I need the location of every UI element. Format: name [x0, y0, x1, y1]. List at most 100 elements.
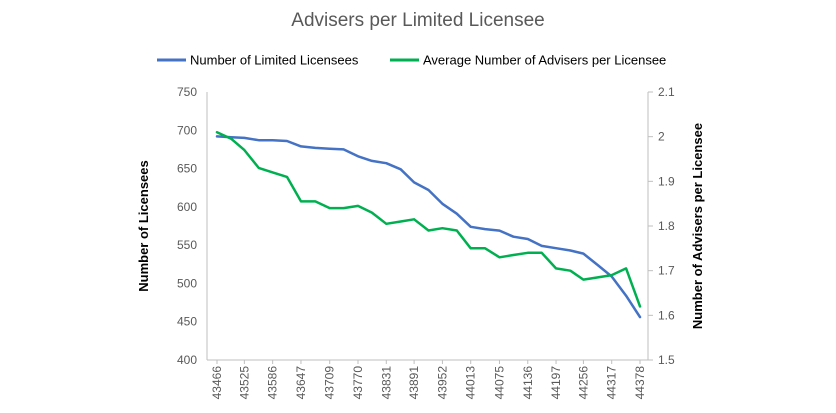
series-2-point: [399, 220, 402, 223]
series-1-point: [399, 168, 402, 171]
series-1-point: [639, 316, 641, 318]
series-line-1: [215, 135, 642, 319]
y2-tick-label: 1.6: [658, 308, 675, 322]
series-1-point: [498, 229, 501, 232]
series-2-point: [469, 247, 472, 250]
series-2-point: [357, 205, 359, 207]
series-1-point: [526, 238, 529, 240]
series-1-point: [582, 252, 585, 255]
y-tick-label: 750: [177, 85, 197, 99]
series-1-point: [357, 155, 359, 158]
legend: Number of Limited Licensees Average Numb…: [157, 53, 666, 68]
legend-label-series-1: Number of Limited Licensees: [190, 53, 359, 68]
series-1-point: [455, 212, 458, 215]
series-1-point: [328, 147, 331, 150]
x-tick-label: 43770: [351, 366, 365, 400]
series-2-point: [569, 269, 572, 272]
x-tick-label: 44136: [521, 366, 535, 400]
series-2-point: [271, 171, 274, 174]
series-1-point: [569, 249, 572, 252]
y2-tick-label: 2: [658, 130, 665, 144]
series-1-point: [540, 245, 543, 247]
series-1-point: [300, 145, 302, 148]
series-1-point: [314, 147, 317, 149]
series-2-point: [498, 256, 501, 259]
y-tick-label: 500: [177, 276, 197, 290]
x-tick-label: 44075: [492, 366, 506, 400]
series-2-point: [413, 218, 415, 221]
series-2-point: [216, 131, 218, 133]
series-2-point: [582, 278, 585, 281]
series-2-point: [540, 252, 543, 254]
y-tick-label: 600: [177, 200, 197, 214]
x-tick-label: 43952: [435, 366, 449, 400]
y2-tick-label: 2.1: [658, 85, 675, 99]
x-tick-label: 43525: [237, 366, 251, 400]
series-2-point: [596, 276, 599, 279]
y-axis-title: Number of Licensees: [136, 160, 151, 292]
series-2-point: [328, 207, 331, 209]
series-1-point: [596, 264, 599, 266]
series-2-point: [314, 200, 317, 203]
series-1-point: [427, 189, 430, 191]
legend-label-series-2: Average Number of Advisers per Licensee: [423, 53, 666, 68]
series-2-point: [610, 274, 613, 276]
series-2-point: [441, 227, 444, 230]
series-2-point: [230, 138, 233, 140]
series-1-point: [385, 162, 388, 165]
series-2-point: [286, 176, 288, 178]
chart-title: Advisers per Limited Licensee: [291, 10, 544, 31]
x-tick-label: 43831: [379, 366, 393, 400]
series-2-point: [385, 222, 388, 225]
series-1-point: [257, 139, 260, 142]
series-2-point: [625, 267, 627, 270]
y-tick-label: 700: [177, 123, 197, 137]
series-2-point: [639, 305, 641, 308]
series-1-point: [441, 202, 444, 205]
y2-tick-label: 1.9: [658, 174, 675, 188]
x-tick-label: 44197: [549, 366, 563, 400]
series-2-point: [526, 252, 529, 254]
x-tick-label: 43709: [323, 366, 337, 400]
series-2-point: [427, 229, 430, 232]
series-1-point: [371, 160, 373, 162]
series-1-point: [243, 137, 246, 139]
x-tick-label: 43647: [294, 366, 308, 400]
x-tick-label: 43466: [210, 366, 224, 400]
series-1-point: [512, 235, 515, 238]
series-1-point: [342, 148, 345, 151]
y-tick-label: 650: [177, 162, 197, 176]
y-tick-label: 450: [177, 315, 197, 329]
series-2-point: [300, 200, 302, 203]
x-tick-label: 43891: [407, 366, 421, 400]
x-tick-label: 44378: [633, 366, 647, 400]
series-1-point: [286, 140, 288, 142]
x-tick-label: 44317: [605, 366, 619, 400]
series-line-2: [215, 130, 642, 308]
series-1-point: [555, 247, 557, 250]
x-tick-label: 44256: [576, 366, 590, 400]
y2-axis-title: Number of Advisers per Licensee: [690, 123, 705, 329]
series-1-point: [413, 181, 415, 184]
series-1-point: [216, 135, 218, 138]
plot-area: 400 450 500 550 600 650 700 750 1.5 1.6 1.7 1.8 1.9 2…: [177, 85, 675, 399]
series-2-point: [484, 247, 486, 250]
y2-tick-label: 1.7: [658, 264, 675, 278]
series-2-point: [243, 149, 246, 151]
y-tick-label: 550: [177, 238, 197, 252]
series-1-point: [625, 294, 627, 297]
x-tick-label: 43586: [266, 366, 280, 400]
series-2-point: [555, 267, 557, 270]
series-1-point: [484, 228, 486, 230]
series-2-point: [455, 229, 458, 232]
series-2-point: [371, 211, 373, 214]
y-tick-label: 400: [177, 353, 197, 367]
series-2-point: [257, 167, 260, 169]
x-tick-label: 44013: [464, 366, 478, 400]
series-1-point: [469, 225, 472, 228]
y2-tick-label: 1.5: [658, 353, 675, 367]
series-2-point: [342, 207, 345, 209]
series-1-point: [271, 139, 274, 142]
y2-tick-label: 1.8: [658, 219, 675, 233]
